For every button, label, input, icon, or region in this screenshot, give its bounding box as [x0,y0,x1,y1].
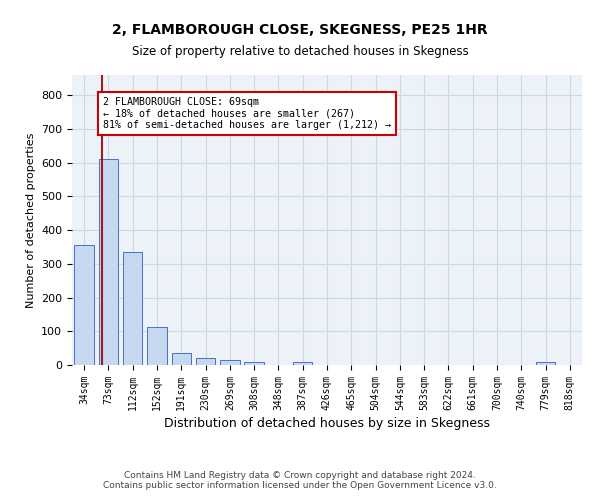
Bar [123,252,142,365]
Text: Contains HM Land Registry data © Crown copyright and database right 2024.
Contai: Contains HM Land Registry data © Crown c… [103,470,497,490]
Bar [74,244,94,365]
Y-axis label: Number of detached properties: Number of detached properties [26,132,35,308]
Bar [172,353,191,365]
Bar [244,362,264,365]
Bar [220,360,239,365]
Bar [293,362,313,365]
Text: Size of property relative to detached houses in Skegness: Size of property relative to detached ho… [131,45,469,58]
Text: 2 FLAMBOROUGH CLOSE: 69sqm
← 18% of detached houses are smaller (267)
81% of sem: 2 FLAMBOROUGH CLOSE: 69sqm ← 18% of deta… [103,97,391,130]
Bar [99,159,118,365]
Text: 2, FLAMBOROUGH CLOSE, SKEGNESS, PE25 1HR: 2, FLAMBOROUGH CLOSE, SKEGNESS, PE25 1HR [112,22,488,36]
Bar [147,326,167,365]
Bar [536,362,555,365]
X-axis label: Distribution of detached houses by size in Skegness: Distribution of detached houses by size … [164,417,490,430]
Bar [196,358,215,365]
